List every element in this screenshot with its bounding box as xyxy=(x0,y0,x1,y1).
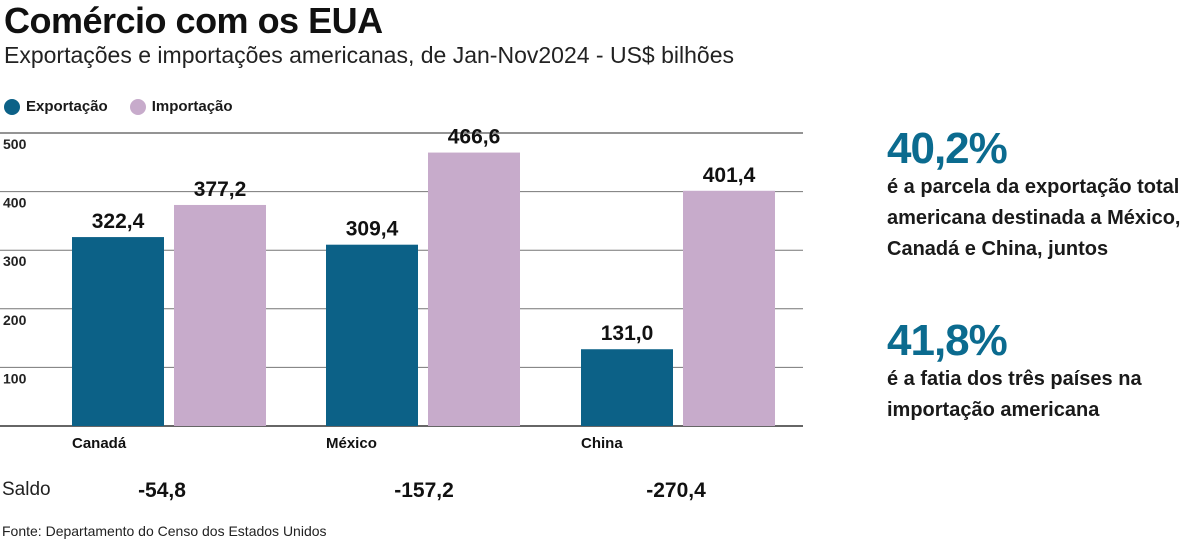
y-tick-label: 100 xyxy=(3,370,27,386)
bar-value-label: 401,4 xyxy=(703,164,756,187)
bar-import xyxy=(174,204,266,426)
saldo-label: Saldo xyxy=(2,479,51,500)
x-category-label: China xyxy=(581,435,623,452)
stat-block-export: 40,2% é a parcela da exportação total am… xyxy=(887,126,1199,265)
legend-item-export: Exportação xyxy=(4,98,108,115)
page-subtitle: Exportações e importações americanas, de… xyxy=(4,42,734,68)
bar-value-label: 466,6 xyxy=(448,126,501,149)
chart-legend: Exportação Importação xyxy=(4,98,255,115)
bar-export xyxy=(326,244,418,426)
saldo-value: -54,8 xyxy=(138,479,186,502)
x-category-label: Canadá xyxy=(72,435,127,452)
bar-import xyxy=(428,152,520,427)
bar-value-label: 309,4 xyxy=(346,218,399,241)
bar-export xyxy=(581,349,673,426)
legend-label-import: Importação xyxy=(151,98,233,115)
stat-value-export: 40,2% xyxy=(887,124,1008,173)
bar-import xyxy=(683,190,775,426)
stat-block-import: 41,8% é a fatia dos três países na impor… xyxy=(887,318,1199,426)
saldo-value: -270,4 xyxy=(646,479,706,502)
y-tick-label: 300 xyxy=(3,253,27,269)
legend-swatch-import xyxy=(129,98,146,115)
bar-export xyxy=(72,237,164,426)
stat-value-import: 41,8% xyxy=(887,316,1008,365)
page-title: Comércio com os EUA xyxy=(4,0,383,41)
y-tick-label: 400 xyxy=(3,195,27,211)
bar-value-label: 322,4 xyxy=(92,210,145,233)
stat-text-import: é a fatia dos três países na importação … xyxy=(887,368,1142,421)
legend-label-export: Exportação xyxy=(26,98,108,115)
legend-item-import: Importação xyxy=(129,98,233,115)
y-tick-label: 200 xyxy=(3,312,27,328)
y-tick-label: 500 xyxy=(3,136,27,152)
x-category-label: México xyxy=(326,435,377,452)
saldo-value: -157,2 xyxy=(394,479,454,502)
legend-swatch-export xyxy=(4,98,20,115)
stat-text-export: é a parcela da exportação total american… xyxy=(887,176,1181,260)
source-note: Fonte: Departamento do Censo dos Estados… xyxy=(2,523,327,539)
bar-value-label: 377,2 xyxy=(194,178,247,201)
bar-value-label: 131,0 xyxy=(601,322,654,345)
